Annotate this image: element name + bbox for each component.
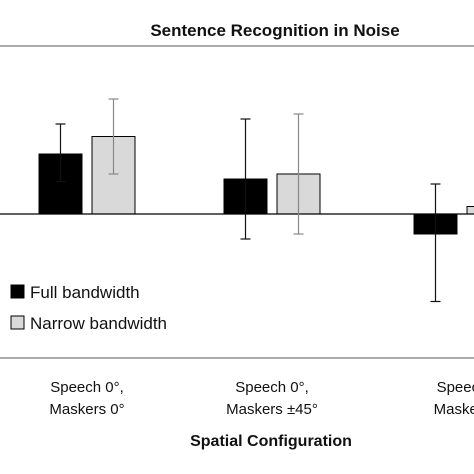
legend-swatch-narrow [10,315,25,330]
x-tick-label-0-1: Maskers 0° [49,401,124,418]
x-tick-label-1-1: Maskers ±45° [226,401,318,418]
error-bars-layer [55,98,441,303]
x-tick-label-1-0: Speech 0°, [235,379,309,396]
legend-label-full: Full bandwidth [30,283,140,302]
legend: Full bandwidth Narrow bandwidth [10,283,167,333]
x-tick-label-0-0: Speech 0°, [50,379,124,396]
x-tick-label-2-0: Speech [437,379,474,396]
legend-label-narrow: Narrow bandwidth [30,314,167,333]
x-tick-labels: Speech 0°, Maskers 0° Speech 0°, Maskers ±4… [49,379,474,418]
legend-swatch-full [10,284,25,299]
chart-title: Sentence Recognition in Noise [150,21,399,40]
x-tick-label-2-1: Maskers [434,401,474,418]
bar-narrow-2 [466,206,474,215]
x-axis-title: Spatial Configuration [190,433,352,450]
